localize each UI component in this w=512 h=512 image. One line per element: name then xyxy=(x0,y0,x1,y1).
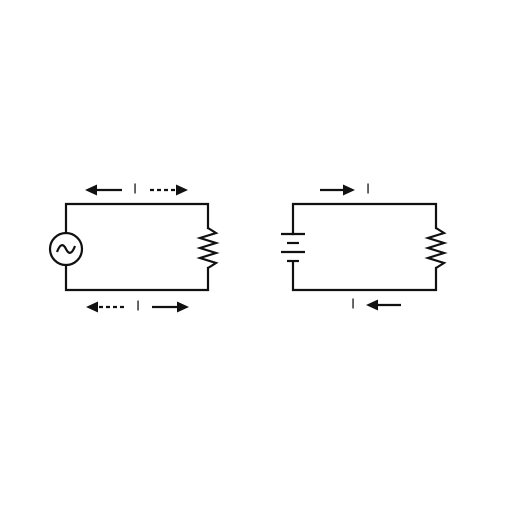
current-label: I xyxy=(351,298,355,313)
ac-source-icon xyxy=(48,231,84,267)
dc-circuit: I I xyxy=(281,183,448,313)
ac-circuit: I I xyxy=(48,183,220,315)
current-arrow-right-icon xyxy=(320,184,355,196)
current-arrow-left-icon xyxy=(366,299,401,311)
battery-icon xyxy=(281,232,305,263)
resistor-icon xyxy=(424,227,448,269)
ac-circuit-wire xyxy=(64,202,210,292)
current-arrow-left-icon xyxy=(86,301,124,313)
current-arrow-right-icon xyxy=(150,184,188,196)
current-label: I xyxy=(366,183,370,198)
resistor-icon xyxy=(196,227,220,269)
current-label: I xyxy=(136,300,140,315)
current-arrow-left-icon xyxy=(85,184,122,196)
dc-circuit-wire xyxy=(291,202,438,292)
current-label: I xyxy=(133,183,137,198)
current-arrow-right-icon xyxy=(152,301,189,313)
